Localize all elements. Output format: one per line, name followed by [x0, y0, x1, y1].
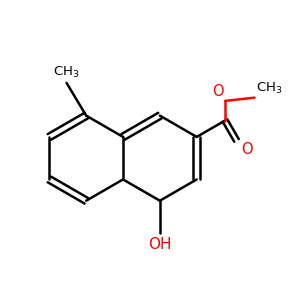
Text: OH: OH	[148, 237, 172, 252]
Text: CH$_3$: CH$_3$	[256, 81, 283, 96]
Text: O: O	[212, 84, 224, 99]
Text: O: O	[242, 142, 253, 157]
Text: CH$_3$: CH$_3$	[53, 64, 80, 80]
